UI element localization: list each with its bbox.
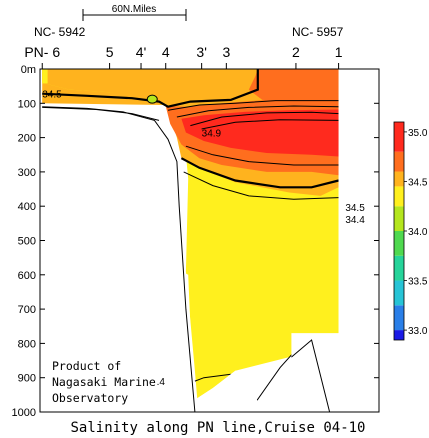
bottom-mask-west [42,106,195,412]
depth-axis: 0m 100 200 300 400 500 600 700 800 900 1000 [12,64,379,419]
scale-bar: 60N.Miles [82,4,187,21]
right-station-id: NC- 5957 [292,25,344,39]
salinity-fill-layer [42,69,339,399]
contour-label: 34.5 [42,90,62,101]
colorbar-swatch [394,206,404,231]
station-tick-label: 5 [106,44,114,60]
contour-eddy [146,94,158,104]
bottom-mask-trough [197,370,263,412]
depth-tick-label: 500 [18,236,36,248]
depth-tick-label: 100 [18,98,36,110]
station-axis: PN- 6 5 4' 4 3' 3 2 1 [24,44,343,69]
depth-tick-label: 0m [21,64,36,76]
credit-note: Product of Nagasaki Marine Observatory [47,355,157,407]
colorbar-swatch [394,255,404,281]
contour-34-7-lower [185,145,339,166]
contour-34-6 [167,100,339,111]
colorbar-swatch [394,280,404,306]
colorbar-swatch [394,122,404,152]
contour-34-8 [190,111,339,127]
no-data-east [338,69,379,412]
sea-bottom-profile [42,69,379,412]
contour-34-4-deep [194,373,231,382]
no-data-deep-east [291,333,339,412]
colorbar-swatch [394,330,404,340]
colorbar-swatch [394,305,404,331]
colorbar-tick-label: 33.5 [408,277,428,288]
credit-line-2: Nagasaki Marine [52,375,156,389]
contour-label: 34.5 [345,203,365,214]
depth-tick-label: 600 [18,270,36,282]
depth-tick-label: 900 [18,373,36,385]
station-tick-label: 2 [292,44,300,60]
bottom-line-shelf [42,106,160,121]
contour-34-4-lower [183,171,339,200]
station-tick-label: PN- 6 [24,44,60,60]
colorbar-swatch [394,171,404,187]
station-tick-label: 4 [162,44,170,60]
left-station-id: NC- 5942 [34,25,86,39]
colorbar-swatch [394,186,404,207]
credit-line-1: Product of [52,359,121,373]
contour-label: 34.9 [202,128,222,139]
depth-tick-label: 700 [18,304,36,316]
depth-tick-label: 200 [18,133,36,145]
contour-34-9 [201,119,339,130]
contour-34-5-upper [42,69,259,108]
depth-tick-label: 400 [18,201,36,213]
station-tick-label: 3 [222,44,230,60]
colorbar-swatch [394,151,404,172]
station-tick-label: 4' [136,44,146,60]
band-core-max [203,118,339,145]
colorbar-swatch [394,231,404,256]
depth-tick-label: 800 [18,338,36,350]
scale-bar-label: 60N.Miles [112,4,156,15]
colorbar: 35.0 34.5 34.0 33.5 33.0 [393,121,428,341]
chart-title: Salinity along PN line,Cruise 04-10 [70,420,365,436]
colorbar-tick-label: 33.0 [408,326,428,337]
contour-label: 34.4 [345,215,365,226]
station-tick-label: 1 [335,44,343,60]
band-surface-west [42,69,48,84]
depth-tick-label: 300 [18,167,36,179]
colorbar-tick-label: 35.0 [408,128,428,139]
depth-tick-label: 1000 [12,407,36,419]
colorbar-tick-label: 34.0 [408,227,428,238]
bottom-line-east [291,339,331,412]
station-tick-label: 3' [196,44,206,60]
contour-34-5-lower [180,157,339,189]
credit-line-3: Observatory [52,391,128,405]
band-upper-east [248,69,339,104]
contour-lines [42,69,339,382]
colorbar-tick-label: 34.5 [408,177,428,188]
contour-34-7 [176,105,339,118]
